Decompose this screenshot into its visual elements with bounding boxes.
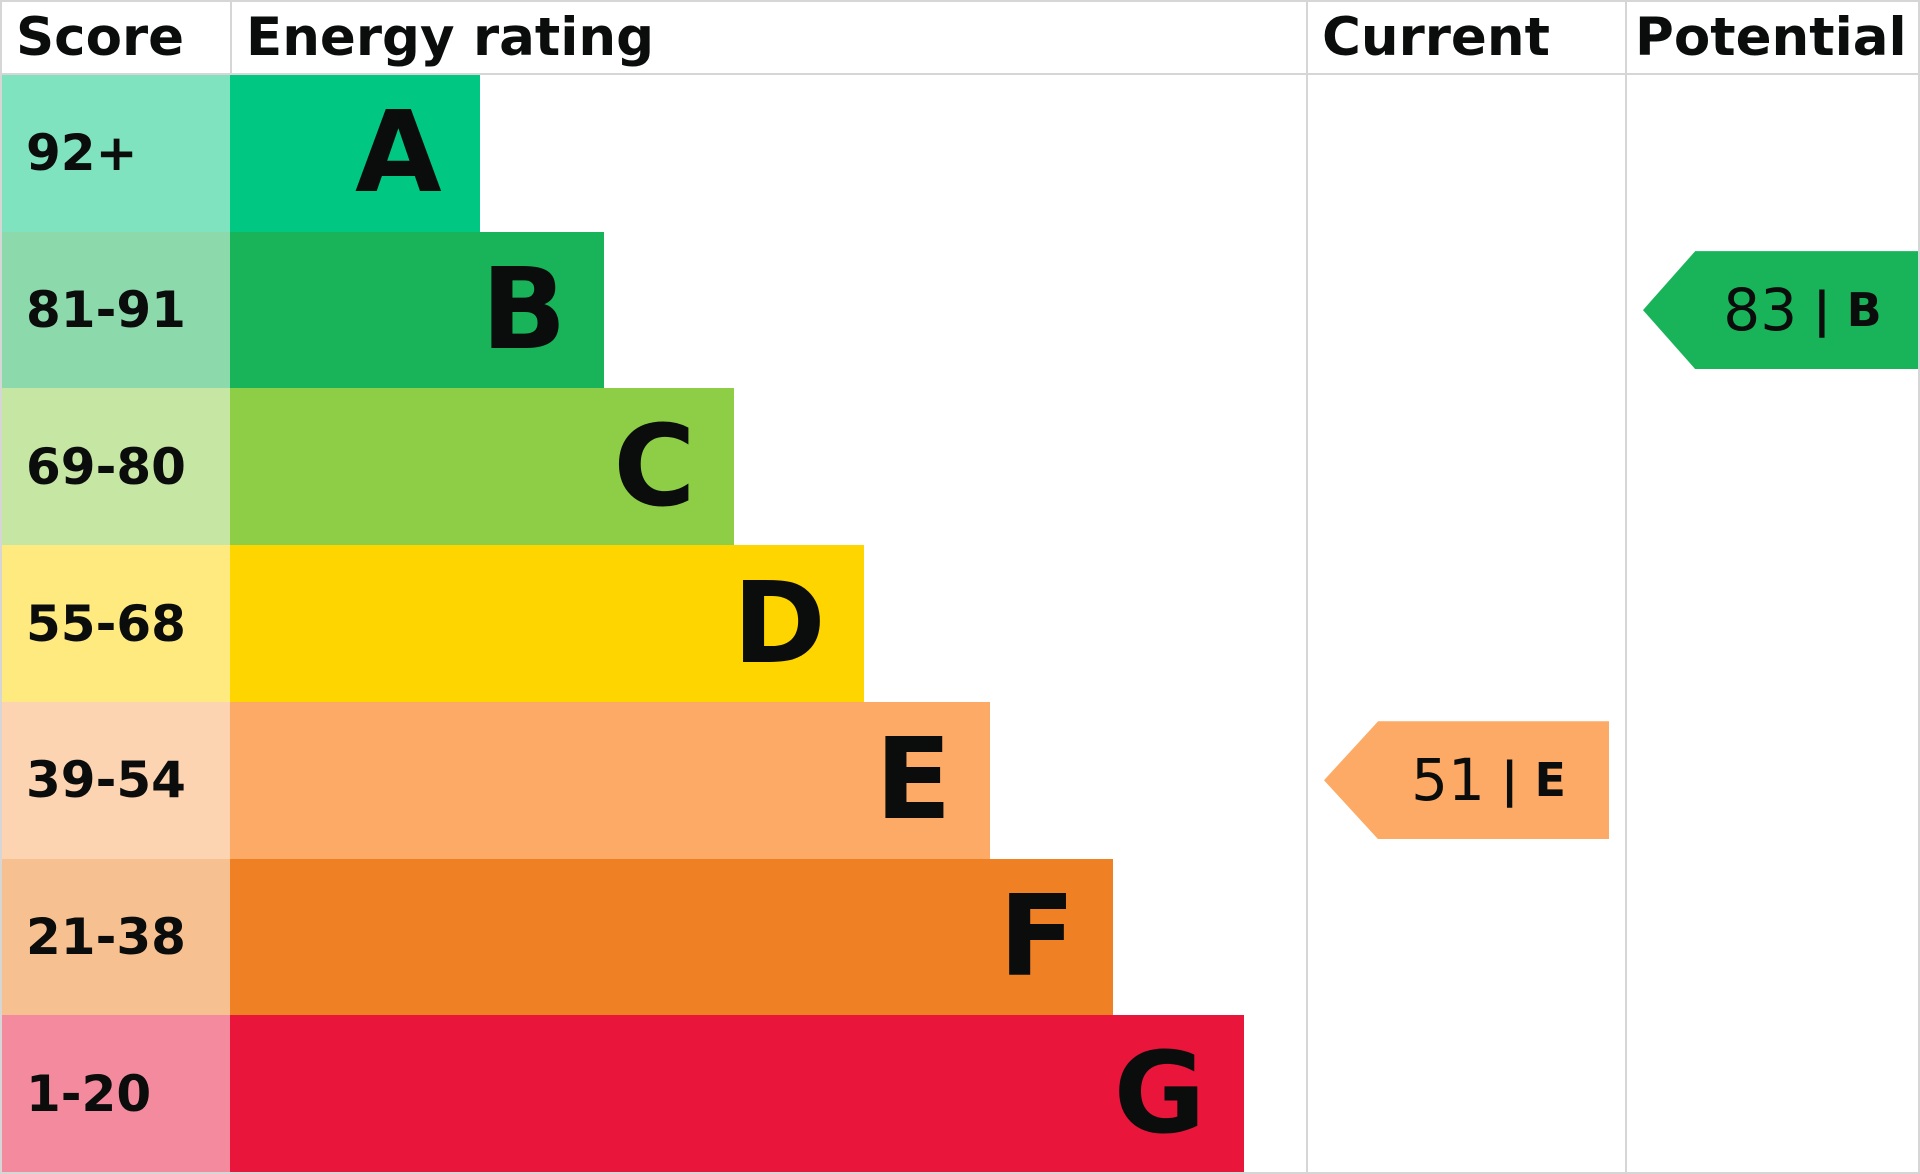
score-range-g: 1-20 bbox=[2, 1015, 230, 1173]
band-row-b: 81-91 B 83 | B bbox=[2, 231, 1918, 389]
rating-bar-d: D bbox=[230, 545, 864, 702]
band-row-c: 69-80 C bbox=[2, 388, 1918, 546]
current-band-letter: E bbox=[1534, 753, 1566, 808]
rating-bar-b: B bbox=[230, 231, 605, 389]
band-letter-d: D bbox=[732, 558, 826, 689]
potential-score-value: 83 bbox=[1723, 276, 1798, 345]
bar-cell-b: B bbox=[230, 231, 1306, 389]
current-cell-e: 51 | E bbox=[1306, 701, 1625, 859]
score-range-f: 21-38 bbox=[2, 858, 230, 1016]
current-cell-g bbox=[1306, 1015, 1625, 1173]
current-cell-d bbox=[1306, 545, 1625, 702]
bar-cell-a: A bbox=[230, 75, 1306, 232]
band-row-f: 21-38 F bbox=[2, 858, 1918, 1016]
score-range-d: 55-68 bbox=[2, 545, 230, 702]
band-letter-c: C bbox=[613, 401, 696, 532]
bar-cell-f: F bbox=[230, 858, 1306, 1016]
bar-cell-d: D bbox=[230, 545, 1306, 702]
header-row: Score Energy rating Current Potential bbox=[2, 2, 1918, 75]
current-rating-arrow: 51 | E bbox=[1324, 721, 1609, 840]
current-column-header: Current bbox=[1306, 2, 1625, 73]
potential-cell-a bbox=[1625, 75, 1918, 232]
bar-cell-e: E bbox=[230, 701, 1306, 859]
band-letter-g: G bbox=[1113, 1028, 1206, 1159]
current-cell-b bbox=[1306, 231, 1625, 389]
rating-bar-a: A bbox=[230, 75, 480, 232]
rating-bar-c: C bbox=[230, 388, 734, 546]
score-range-a: 92+ bbox=[2, 75, 230, 232]
current-cell-f bbox=[1306, 858, 1625, 1016]
band-row-g: 1-20 G bbox=[2, 1015, 1918, 1173]
band-row-d: 55-68 D bbox=[2, 545, 1918, 702]
potential-column-header: Potential bbox=[1625, 2, 1918, 73]
band-letter-f: F bbox=[998, 871, 1076, 1002]
rating-bar-e: E bbox=[230, 701, 990, 859]
band-row-e: 39-54 E 51 | E bbox=[2, 701, 1918, 859]
score-range-c: 69-80 bbox=[2, 388, 230, 546]
current-separator: | bbox=[1500, 752, 1519, 809]
potential-cell-g bbox=[1625, 1015, 1918, 1173]
rating-bar-f: F bbox=[230, 858, 1114, 1016]
band-letter-e: E bbox=[875, 715, 952, 846]
band-row-a: 92+ A bbox=[2, 75, 1918, 232]
potential-band-letter: B bbox=[1846, 283, 1882, 338]
energy-rating-column-header: Energy rating bbox=[230, 2, 1306, 73]
band-letter-b: B bbox=[481, 245, 567, 376]
rating-bar-g: G bbox=[230, 1015, 1244, 1173]
score-range-b: 81-91 bbox=[2, 231, 230, 389]
potential-cell-f bbox=[1625, 858, 1918, 1016]
bar-cell-c: C bbox=[230, 388, 1306, 546]
current-cell-a bbox=[1306, 75, 1625, 232]
current-cell-c bbox=[1306, 388, 1625, 546]
score-range-e: 39-54 bbox=[2, 701, 230, 859]
score-column-header: Score bbox=[16, 7, 185, 68]
potential-cell-c bbox=[1625, 388, 1918, 546]
current-score-value: 51 bbox=[1411, 746, 1485, 815]
potential-cell-e bbox=[1625, 701, 1918, 859]
potential-cell-d bbox=[1625, 545, 1918, 702]
band-letter-a: A bbox=[354, 88, 442, 219]
potential-rating-arrow: 83 | B bbox=[1643, 251, 1918, 370]
potential-cell-b: 83 | B bbox=[1625, 231, 1918, 389]
potential-separator: | bbox=[1813, 282, 1831, 339]
bar-cell-g: G bbox=[230, 1015, 1306, 1173]
